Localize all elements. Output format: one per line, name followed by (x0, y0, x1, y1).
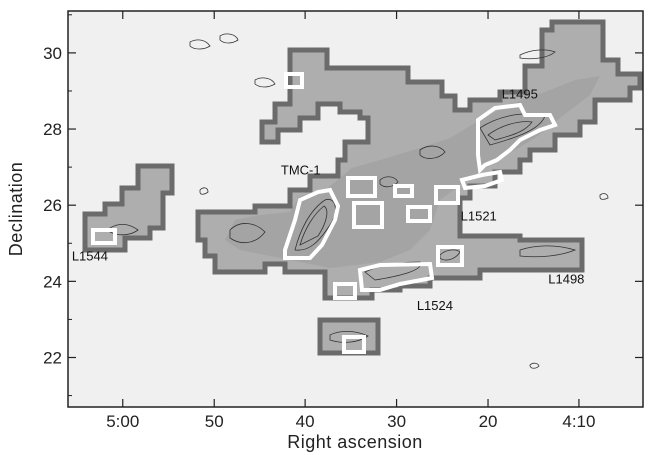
x-tick-label: 20 (479, 412, 498, 431)
box-b5 (434, 185, 460, 205)
cloud-label-l1498: L1498 (548, 271, 584, 286)
y-tick-label: 24 (43, 272, 62, 291)
x-tick-label: 50 (205, 412, 224, 431)
cloud-label-l1524: L1524 (417, 298, 453, 313)
box-tmc1 (283, 187, 341, 260)
box-south (342, 335, 366, 354)
x-tick-label: 4:10 (562, 412, 595, 431)
box-b2 (393, 184, 414, 198)
cloud-label-l1544: L1544 (72, 248, 108, 263)
survey-dense-main (225, 76, 600, 268)
box-c1 (436, 245, 464, 267)
box-c2 (333, 282, 357, 300)
y-tick-label: 30 (43, 44, 62, 63)
cloud-label-l1495: L1495 (502, 87, 538, 102)
y-ticks: 22 24 26 28 30 (43, 14, 643, 397)
x-tick-label: 40 (296, 412, 315, 431)
cloud-label-tmc-1: TMC-1 (281, 163, 321, 178)
box-top (284, 72, 304, 89)
box-b1 (346, 176, 377, 198)
x-ticks: 5:00 50 40 30 20 4:10 (106, 11, 595, 431)
box-b3 (352, 201, 384, 229)
box-l1495 (476, 102, 558, 175)
cloud-labels: L1495 TMC-1 L1521 L1544 L1524 L1498 (72, 87, 585, 313)
x-tick-label: 5:00 (106, 412, 139, 431)
plot-frame (67, 10, 644, 408)
box-l1544 (91, 228, 117, 245)
y-axis-title: Declination (6, 162, 26, 257)
box-l1524 (357, 261, 435, 292)
y-tick-label: 26 (43, 196, 62, 215)
box-b4 (406, 205, 432, 223)
y-tick-label: 28 (43, 120, 62, 139)
y-tick-label: 22 (43, 349, 62, 368)
x-axis-title: Right ascension (287, 432, 423, 452)
x-tick-label: 30 (387, 412, 406, 431)
box-l1521 (459, 169, 505, 191)
cloud-label-l1521: L1521 (461, 208, 497, 223)
white-boxes (91, 72, 558, 354)
